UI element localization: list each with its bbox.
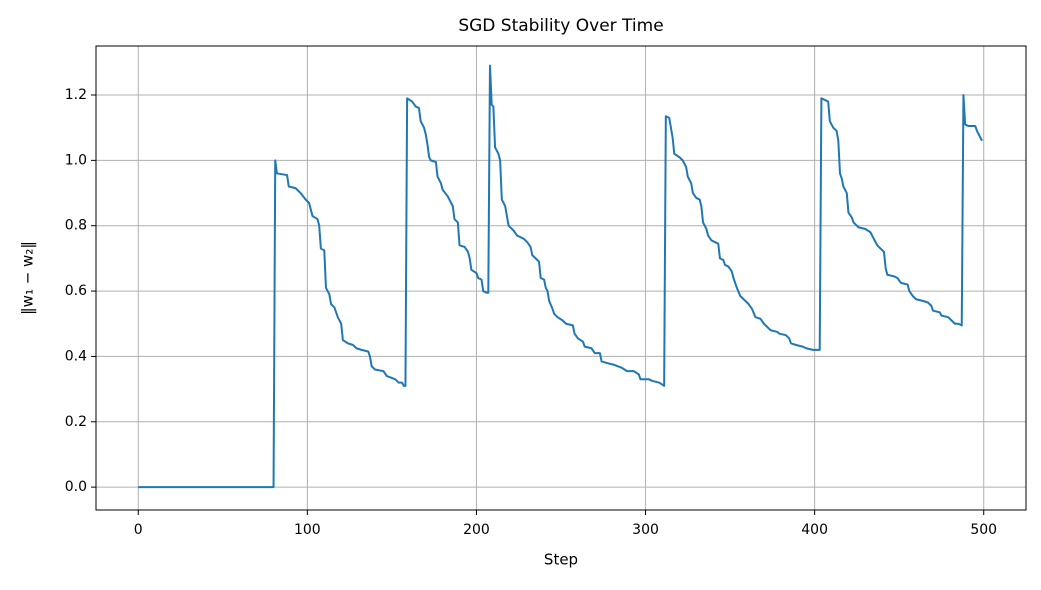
data-line [138, 64, 983, 489]
chart-title: SGD Stability Over Time [458, 16, 663, 36]
y-tick-label: 0.2 [65, 414, 87, 430]
y-tick-label: 1.0 [65, 152, 87, 168]
x-axis-label: Step [544, 551, 578, 569]
y-tick-label: 0.6 [65, 283, 87, 299]
x-tick-label: 400 [801, 522, 828, 538]
x-tick-label: 100 [294, 522, 321, 538]
x-tick-label: 500 [970, 522, 997, 538]
plot-frame [95, 45, 1027, 511]
y-tick-label: 0.0 [65, 479, 87, 495]
y-tick-label: 1.2 [65, 87, 87, 103]
x-tick-label: 300 [632, 522, 659, 538]
y-tick-label: 0.8 [65, 218, 87, 234]
y-tick-label: 0.4 [65, 348, 87, 364]
x-tick-label: 0 [134, 522, 143, 538]
y-axis-label: ‖w₁ − w₂‖ [19, 241, 37, 315]
x-tick-label: 200 [463, 522, 490, 538]
